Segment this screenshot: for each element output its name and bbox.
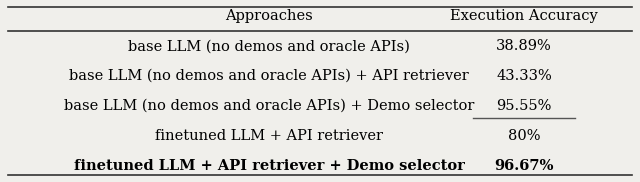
Text: finetuned LLM + API retriever + Demo selector: finetuned LLM + API retriever + Demo sel…	[74, 159, 465, 173]
Text: base LLM (no demos and oracle APIs): base LLM (no demos and oracle APIs)	[128, 39, 410, 53]
Text: base LLM (no demos and oracle APIs) + API retriever: base LLM (no demos and oracle APIs) + AP…	[69, 69, 469, 83]
Text: Approaches: Approaches	[225, 9, 313, 23]
Text: 96.67%: 96.67%	[494, 159, 554, 173]
Text: 38.89%: 38.89%	[496, 39, 552, 53]
Text: Execution Accuracy: Execution Accuracy	[450, 9, 598, 23]
Text: 95.55%: 95.55%	[496, 99, 552, 113]
Text: 43.33%: 43.33%	[496, 69, 552, 83]
Text: finetuned LLM + API retriever: finetuned LLM + API retriever	[155, 129, 383, 143]
Text: base LLM (no demos and oracle APIs) + Demo selector: base LLM (no demos and oracle APIs) + De…	[64, 99, 474, 113]
Text: 80%: 80%	[508, 129, 540, 143]
